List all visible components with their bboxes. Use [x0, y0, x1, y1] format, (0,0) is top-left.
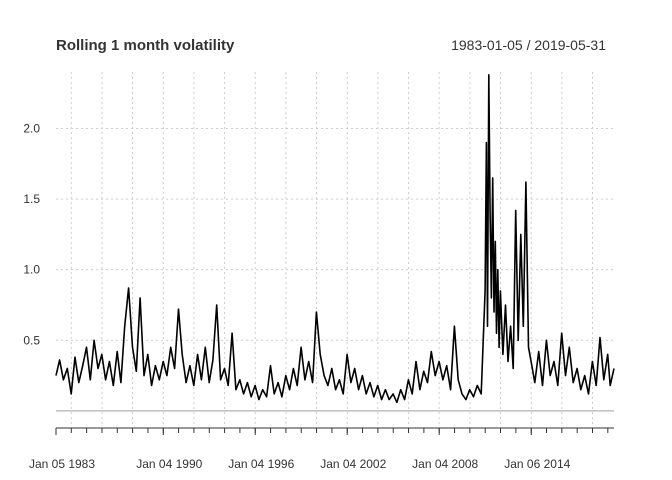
x-tick-label: Jan 04 1990: [136, 457, 202, 471]
date-range-label: 1983-01-05 / 2019-05-31: [451, 37, 606, 53]
y-tick-label: 2.0: [23, 121, 40, 135]
x-tick-label: Jan 06 2014: [504, 457, 570, 471]
y-tick-label: 1.5: [23, 192, 40, 206]
chart-title: Rolling 1 month volatility: [56, 37, 235, 54]
x-tick-label: Jan 04 2002: [320, 457, 386, 471]
grid-layer: [56, 72, 614, 425]
y-tick-label: 1.0: [23, 263, 40, 277]
x-tick-label: Jan 04 2008: [412, 457, 478, 471]
x-tick-label: Jan 04 1996: [228, 457, 294, 471]
x-tick-label: Jan 05 1983: [29, 457, 95, 471]
y-tick-label: 0.5: [23, 333, 40, 347]
series-layer: [55, 74, 615, 404]
axis-layer: 0.5 1.0 1.5 2.0 Jan 05 1983 Jan 04 1990 Jan 04…: [23, 121, 614, 471]
volatility-series-line: [55, 74, 615, 404]
